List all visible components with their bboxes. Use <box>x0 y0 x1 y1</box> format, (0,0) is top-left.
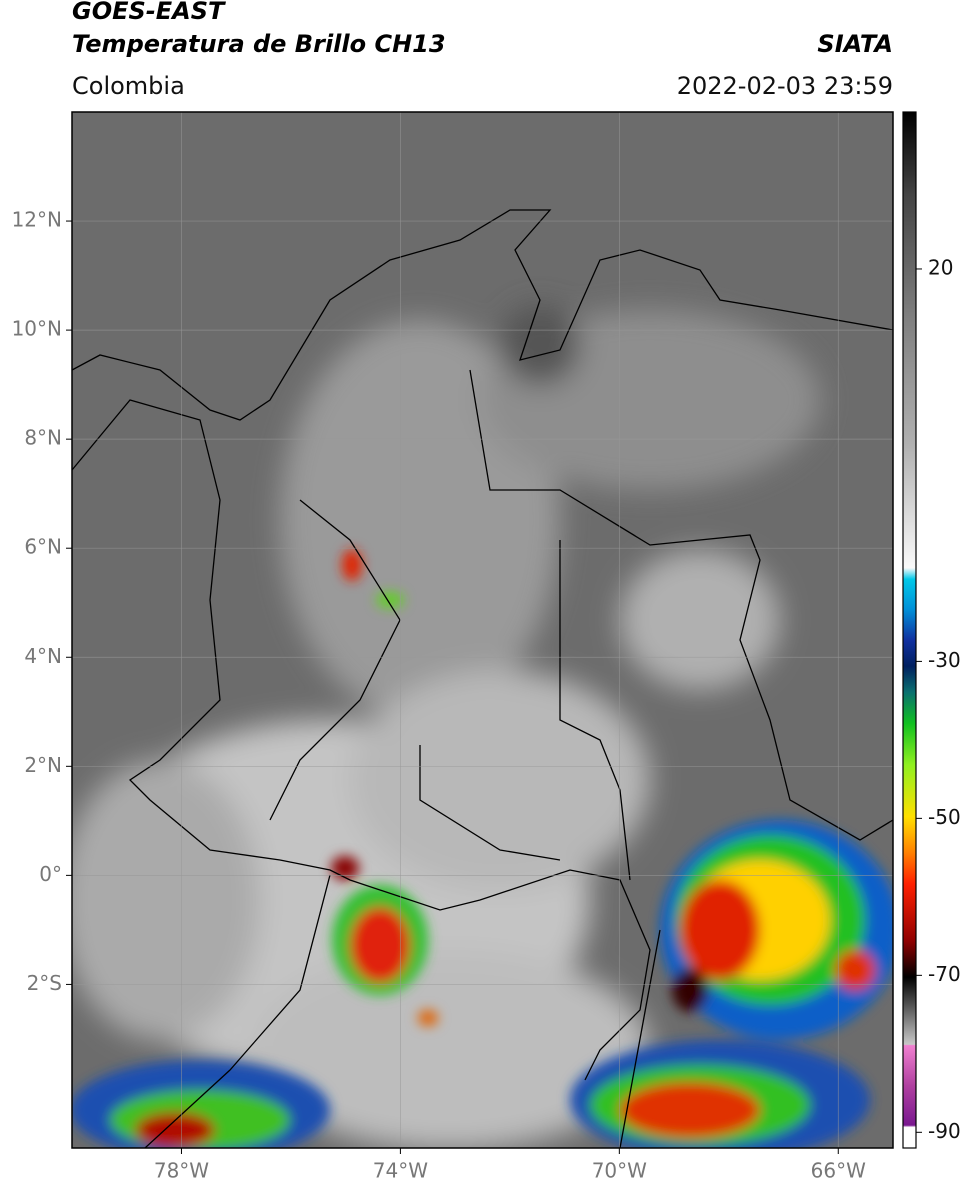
colorbar-tick-label: -50 <box>928 805 961 829</box>
grid <box>72 112 893 1148</box>
lat-tick-label: 12°N <box>12 208 62 232</box>
lat-tick-label: 0° <box>39 862 62 886</box>
lat-tick-label: 2°N <box>24 753 62 777</box>
colorbar-tick-label: -70 <box>928 962 961 986</box>
satellite: GOES-EAST <box>72 0 226 25</box>
source: SIATA <box>817 30 893 58</box>
map-frame <box>71 111 894 1149</box>
lon-tick-label: 66°W <box>811 1159 866 1183</box>
datetime: 2022-02-03 23:59 <box>677 72 893 100</box>
satellite-image <box>72 112 893 1148</box>
lon-tick-label: 78°W <box>154 1159 209 1183</box>
convective-cells <box>72 549 893 1148</box>
lat-tick-label: 6°N <box>24 535 62 559</box>
lat-tick-label: 2°S <box>27 971 62 995</box>
lon-tick-label: 70°W <box>592 1159 647 1183</box>
region: Colombia <box>72 72 185 100</box>
lat-tick-label: 4°N <box>24 644 62 668</box>
colorbar-tick-label: 20 <box>928 255 953 279</box>
colorbar-tick-label: -90 <box>928 1119 961 1143</box>
colorbar-tick-label: -30 <box>928 648 961 672</box>
lon-tick-label: 74°W <box>373 1159 428 1183</box>
lat-tick-label: 10°N <box>12 317 62 341</box>
lat-tick-label: 8°N <box>24 426 62 450</box>
colorbar <box>902 111 917 1149</box>
cloud-field <box>72 305 820 1148</box>
product: Temperatura de Brillo CH13 <box>72 30 446 58</box>
borders <box>72 209 893 1148</box>
